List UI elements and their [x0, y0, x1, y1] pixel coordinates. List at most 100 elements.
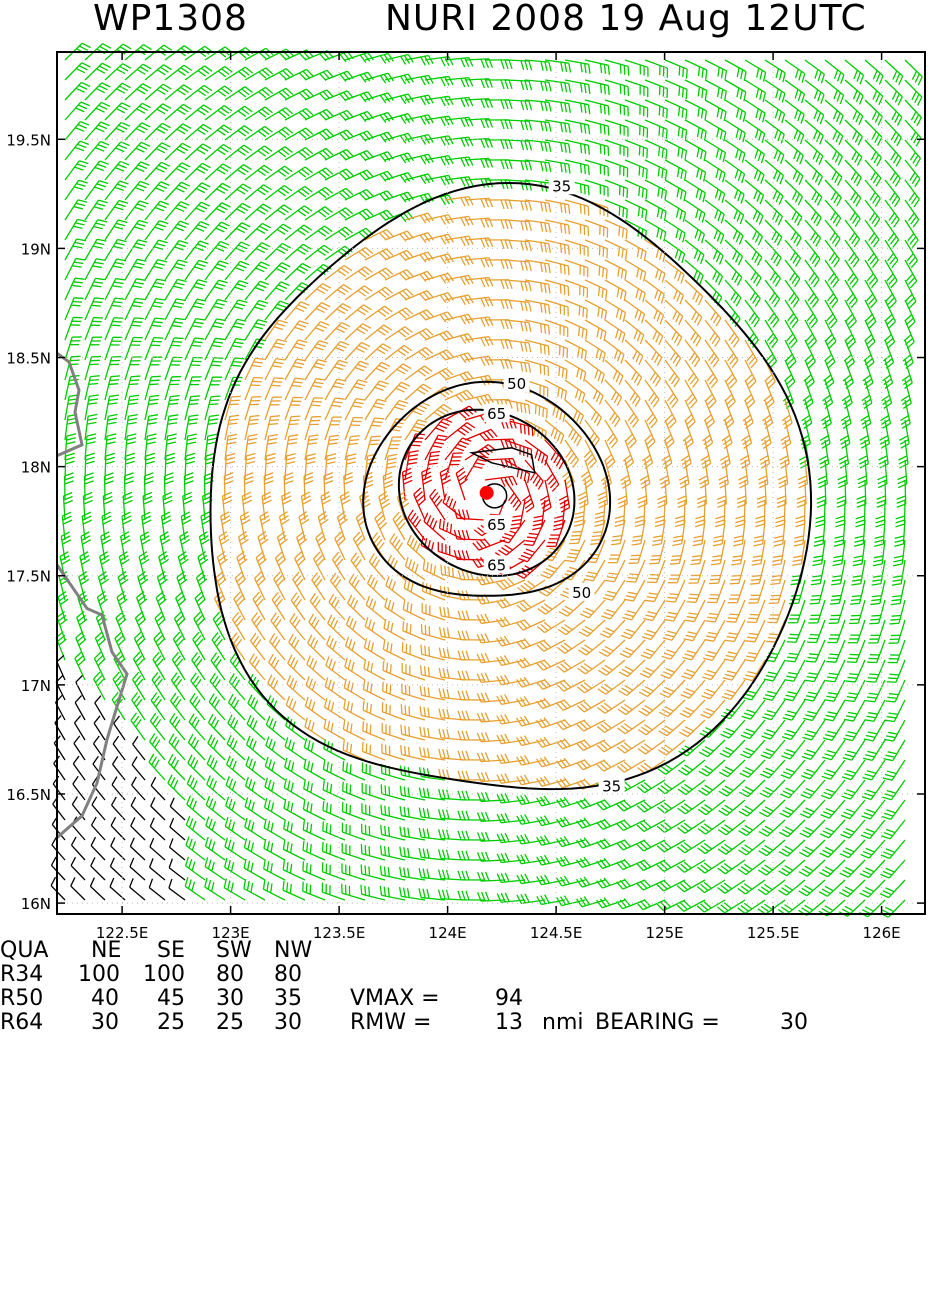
row-label: R50 [0, 986, 43, 1011]
wind-barb [649, 540, 665, 564]
table-header-row: QUA NE SE SW NW [0, 938, 28, 962]
wind-barb [458, 711, 485, 720]
wind-barb [74, 736, 85, 760]
wind-barb [765, 100, 785, 123]
wind-barb [458, 871, 485, 880]
wind-barb [145, 318, 164, 340]
wind-barb [497, 774, 525, 784]
wind-barb [165, 221, 189, 240]
wind-barb [545, 240, 569, 255]
wind-barb [545, 200, 570, 214]
wind-barb [145, 221, 168, 240]
wind-barb [125, 453, 135, 480]
wind-barb [458, 631, 485, 640]
wind-barb [744, 640, 765, 661]
wind-barb [425, 293, 453, 303]
wind-barb [764, 660, 785, 681]
table-header-nw: NW [274, 938, 312, 963]
wind-barb [885, 60, 903, 85]
wind-barb [705, 220, 724, 244]
wind-barb [445, 78, 473, 87]
bearing-value: 30 [780, 1010, 808, 1035]
wind-barb [565, 60, 590, 74]
wind-barb [186, 836, 205, 860]
wind-barb [763, 680, 785, 700]
wind-barb [303, 841, 325, 860]
wind-barb [892, 560, 905, 585]
wind-barb [883, 760, 905, 780]
wind-barb [303, 861, 325, 880]
wind-barb [565, 340, 586, 360]
wind-barb [625, 320, 644, 344]
wind-barb [383, 472, 393, 500]
wind-barb [363, 680, 385, 700]
wind-barb [323, 760, 345, 780]
wind-barb [601, 600, 625, 619]
wind-barb [122, 512, 132, 540]
wind-barb [72, 837, 85, 860]
wind-barb [785, 80, 804, 103]
wind-barb [421, 624, 445, 640]
wind-barb [105, 181, 129, 200]
wind-barb [798, 460, 807, 488]
rmw-unit: nmi [542, 1010, 584, 1035]
wind-barb [345, 454, 356, 480]
wind-barb [685, 220, 704, 243]
wind-barb [364, 638, 385, 660]
wind-barb [876, 500, 885, 527]
wind-barb [880, 880, 905, 898]
wind-barb [165, 241, 188, 260]
wind-barb [465, 258, 493, 267]
wind-barb [779, 440, 789, 468]
wind-barb [822, 760, 845, 779]
wind-barb [725, 620, 745, 642]
wind-barb [85, 181, 108, 200]
wind-barb [578, 480, 588, 508]
wind-barb [485, 340, 512, 349]
wind-barb [142, 512, 152, 540]
wind-barb [887, 660, 905, 682]
vmax-label: VMAX = [350, 986, 440, 1011]
contour-label: 50 [507, 375, 526, 393]
wind-barb [585, 360, 604, 383]
wind-barb [186, 857, 205, 880]
wind-barb [385, 454, 397, 480]
wind-barb [605, 300, 625, 322]
wind-barb [150, 818, 165, 840]
wind-barb [112, 797, 125, 820]
wind-barb [284, 820, 305, 840]
wind-barb [205, 242, 229, 260]
wind-barb [517, 775, 545, 785]
wind-barb [865, 680, 885, 702]
wind-barb [665, 240, 685, 263]
wind-barb [145, 453, 155, 480]
wind-barb [145, 201, 169, 220]
wind-barb [465, 297, 493, 307]
wind-barb [725, 60, 746, 81]
wind-barb [706, 600, 725, 622]
wind-barb [625, 160, 647, 179]
wind-barb [665, 80, 687, 99]
wind-barb [803, 700, 825, 720]
wind-barb [185, 319, 205, 340]
wind-barb [225, 339, 245, 360]
wind-barb [705, 80, 726, 101]
wind-barb [670, 540, 685, 564]
wind-barb [111, 837, 125, 860]
wind-barb [485, 320, 512, 329]
contour-35 [211, 183, 812, 789]
wind-barb [703, 640, 725, 660]
wind-barb [205, 837, 225, 860]
wind-barb [784, 660, 805, 681]
wind-barb [624, 580, 645, 601]
row-label: R34 [0, 962, 43, 987]
wind-barb [458, 751, 485, 760]
wind-barb [132, 777, 145, 800]
row-label: R64 [0, 1010, 43, 1035]
wind-barb [725, 100, 746, 122]
vmax-value: 94 [495, 986, 523, 1011]
wind-barb [702, 660, 725, 680]
wind-barb [264, 839, 285, 860]
value-ne: 100 [78, 962, 120, 987]
wind-barb [105, 200, 128, 220]
